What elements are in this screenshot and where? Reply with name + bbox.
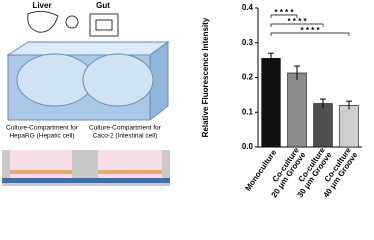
bar [287, 72, 307, 148]
gut-icon [89, 13, 119, 37]
significance-label: * * * * [274, 8, 294, 17]
organ-label: Liver [32, 1, 51, 10]
chip-top [6, 41, 170, 56]
compartment-label: Culture-Compartment for [89, 125, 162, 132]
figure: Liver Gut Culture-Compartment for HepaRG… [2, 1, 362, 199]
cells [98, 170, 162, 174]
x-tick-label-line: Monoculture [243, 148, 278, 193]
significance-bracket [270, 32, 350, 36]
y-axis-label: Relative Fluorescence Intensity [201, 17, 210, 137]
y-tick-label: 0.4 [242, 3, 254, 12]
chart: Relative Fluorescence Intensity 0.0 0.1 0.2… [201, 3, 362, 199]
significance-label: * * * * [287, 17, 307, 26]
cells [10, 170, 72, 174]
significance-bracket [270, 23, 324, 27]
x-tick-label: Monoculture [243, 148, 278, 193]
bar [313, 103, 333, 148]
y-tick-label: 0.1 [242, 107, 254, 116]
liver-icon [27, 10, 59, 33]
compartment-label: Culture-Compartment for [6, 125, 79, 132]
base [2, 178, 170, 183]
y-tick-label: 0.0 [242, 142, 254, 151]
well [16, 53, 94, 107]
y-tick-label: 0.3 [242, 38, 254, 47]
compartment-label: Caco-2 (Intestinal cell) [93, 133, 158, 140]
significance-label: * * * * [300, 26, 320, 35]
significance-bracket [270, 14, 298, 18]
compartment-label: HepaRG (Hepatic cell) [9, 133, 74, 140]
organ-label: Gut [96, 1, 110, 10]
bar [261, 58, 281, 148]
cycle-icon [65, 15, 79, 29]
bar [339, 105, 359, 148]
y-tick-label: 0.2 [242, 73, 254, 82]
diagram: Liver Gut Culture-Compartment for HepaRG… [2, 1, 170, 186]
well [82, 53, 154, 107]
chip-side [149, 41, 169, 122]
